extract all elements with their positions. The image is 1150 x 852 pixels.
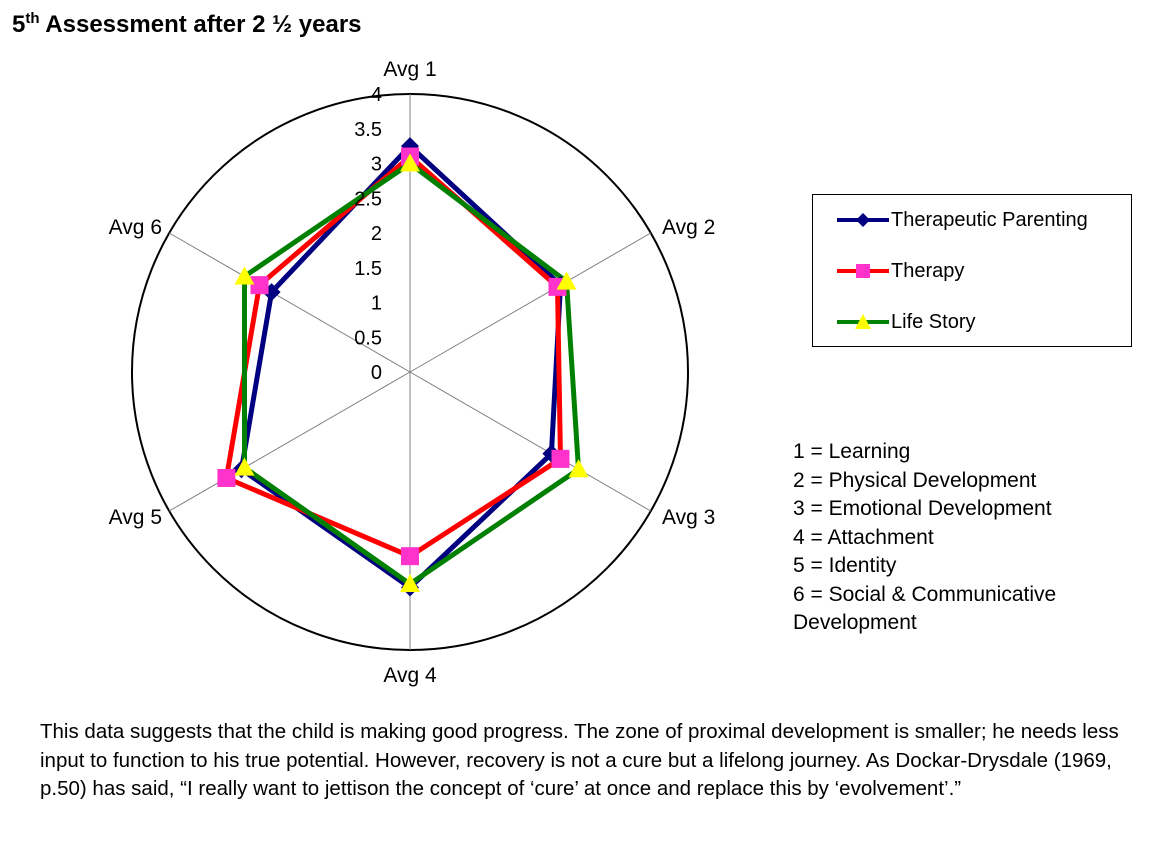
radial-tick-label: 3.5 <box>354 119 382 141</box>
key-item: 1 = Learning <box>793 440 911 463</box>
data-point-marker <box>401 547 419 566</box>
radial-tick-label: 2 <box>371 223 382 245</box>
data-point-marker <box>400 573 420 592</box>
radar-spoke <box>409 371 652 512</box>
key-item: 3 = Emotional Development <box>793 497 1052 520</box>
key-item: 2 = Physical Development <box>793 468 1037 492</box>
legend-marker-triangle <box>837 314 889 329</box>
caption-paragraph: This data suggests that the child is mak… <box>40 720 1119 800</box>
legend-marker-diamond <box>837 213 889 227</box>
legend-label: Therapeutic Parenting <box>891 208 1088 231</box>
category-label: Avg 3 <box>662 506 715 529</box>
data-point-marker <box>400 153 420 172</box>
radial-tick-label: 1.5 <box>354 258 382 280</box>
key-item: 5 = Identity <box>793 554 897 577</box>
legend-item-therapeutic-parenting: Therapeutic Parenting <box>837 208 1088 232</box>
radar-spoke <box>168 371 411 512</box>
key-item: 6 = Social & Communicative Development <box>793 582 1057 635</box>
data-point-marker <box>234 266 255 285</box>
chart-legend: Therapeutic Parenting Therapy Life Story <box>812 194 1132 347</box>
data-point-marker <box>250 276 269 295</box>
legend-item-therapy: Therapy <box>837 259 964 283</box>
category-label: Avg 5 <box>109 506 162 529</box>
data-point-marker <box>556 271 577 290</box>
radar-spoke <box>409 232 652 373</box>
category-label: Avg 4 <box>383 664 437 687</box>
radial-tick-label: 2.5 <box>354 188 382 210</box>
category-label: Avg 2 <box>662 216 715 239</box>
page-title: 5th Assessment after 2 ½ years <box>12 10 362 38</box>
category-label: Avg 6 <box>109 216 162 239</box>
category-label: Avg 1 <box>383 58 436 81</box>
data-point-marker <box>217 468 236 487</box>
data-point-marker <box>551 449 570 468</box>
series-layer <box>217 137 589 597</box>
series-line-life-story <box>242 160 582 588</box>
key-item: 4 = Attachment <box>793 525 934 549</box>
radar-spoke <box>168 232 411 373</box>
radial-tick-label: 0.5 <box>354 327 382 349</box>
legend-item-life-story: Life Story <box>837 310 975 334</box>
radial-tick-label: 0 <box>371 362 382 384</box>
chart-frame <box>131 93 689 651</box>
legend-marker-square <box>837 264 889 278</box>
radial-tick-label: 1 <box>371 293 382 315</box>
legend-label: Life Story <box>891 310 976 333</box>
data-point-marker <box>568 459 589 478</box>
legend-label: Therapy <box>891 259 965 282</box>
data-point-marker <box>234 457 255 476</box>
category-key: 1 = Learning 2 = Physical Development 3 … <box>793 438 1123 638</box>
radial-tick-label: 3 <box>371 154 382 176</box>
radial-tick-label: 4 <box>371 84 382 106</box>
